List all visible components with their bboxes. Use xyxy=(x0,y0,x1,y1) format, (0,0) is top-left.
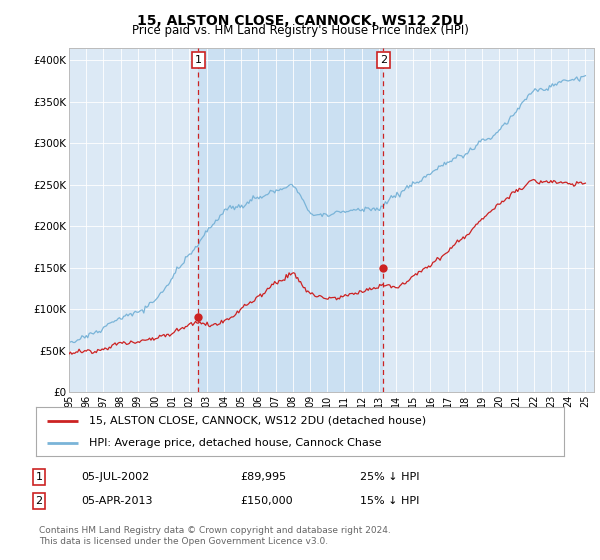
Text: Price paid vs. HM Land Registry's House Price Index (HPI): Price paid vs. HM Land Registry's House … xyxy=(131,24,469,37)
Text: 25% ↓ HPI: 25% ↓ HPI xyxy=(360,472,419,482)
Text: 1: 1 xyxy=(35,472,43,482)
Text: 05-JUL-2002: 05-JUL-2002 xyxy=(81,472,149,482)
Text: 15% ↓ HPI: 15% ↓ HPI xyxy=(360,496,419,506)
Text: 15, ALSTON CLOSE, CANNOCK, WS12 2DU (detached house): 15, ALSTON CLOSE, CANNOCK, WS12 2DU (det… xyxy=(89,416,426,426)
Text: 2: 2 xyxy=(35,496,43,506)
Text: HPI: Average price, detached house, Cannock Chase: HPI: Average price, detached house, Cann… xyxy=(89,437,382,447)
Text: 2: 2 xyxy=(380,55,387,65)
Text: £150,000: £150,000 xyxy=(240,496,293,506)
Text: 05-APR-2013: 05-APR-2013 xyxy=(81,496,152,506)
Bar xyxy=(199,48,383,392)
Text: 15, ALSTON CLOSE, CANNOCK, WS12 2DU: 15, ALSTON CLOSE, CANNOCK, WS12 2DU xyxy=(137,14,463,28)
Text: 1: 1 xyxy=(195,55,202,65)
Text: £89,995: £89,995 xyxy=(240,472,286,482)
Text: Contains HM Land Registry data © Crown copyright and database right 2024.
This d: Contains HM Land Registry data © Crown c… xyxy=(39,526,391,546)
